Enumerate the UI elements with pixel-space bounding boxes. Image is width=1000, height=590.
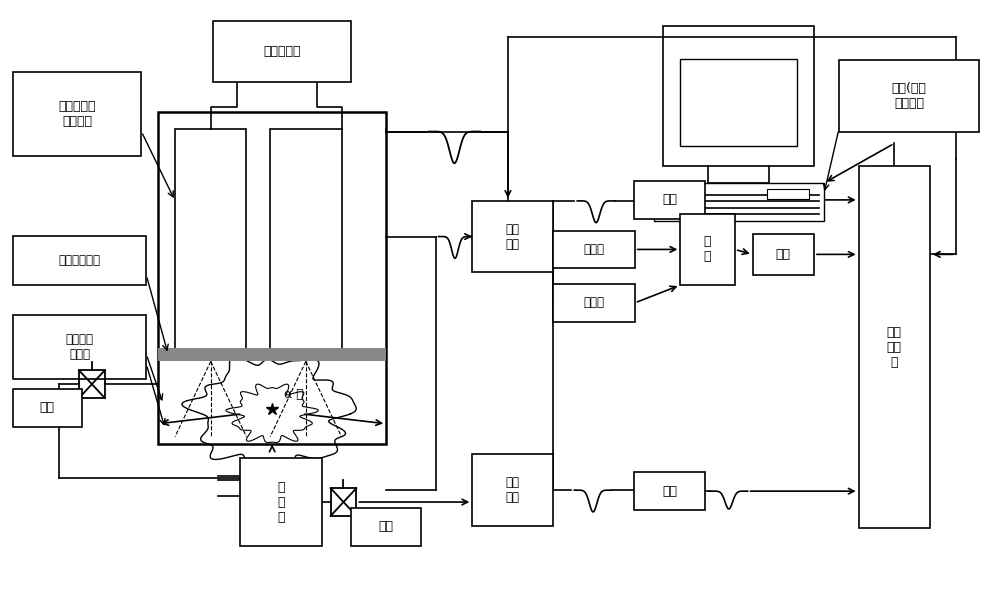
FancyBboxPatch shape [680,214,735,285]
FancyBboxPatch shape [634,473,705,510]
FancyBboxPatch shape [270,129,342,352]
FancyBboxPatch shape [634,181,705,219]
Text: 符
合: 符 合 [704,235,711,263]
FancyBboxPatch shape [753,234,814,275]
FancyBboxPatch shape [213,21,351,82]
FancyBboxPatch shape [472,454,553,526]
FancyBboxPatch shape [472,201,553,272]
FancyBboxPatch shape [553,231,635,268]
Text: 抽
气
泵: 抽 气 泵 [277,480,285,523]
FancyBboxPatch shape [13,72,141,156]
Text: 触发: 触发 [776,248,791,261]
FancyBboxPatch shape [351,508,421,546]
FancyBboxPatch shape [158,349,386,361]
Text: 紫外敏感光
由倍槽管: 紫外敏感光 由倍槽管 [58,100,96,128]
FancyBboxPatch shape [13,235,146,285]
FancyBboxPatch shape [654,183,824,221]
Text: 紫外通透玻璃: 紫外通透玻璃 [58,254,100,267]
Text: 电脑(含微
控制器）: 电脑(含微 控制器） [892,82,927,110]
FancyBboxPatch shape [663,25,814,166]
FancyBboxPatch shape [158,112,386,444]
Text: 扇入
扇出: 扇入 扇出 [506,222,520,251]
FancyBboxPatch shape [240,458,322,546]
Text: 延迟: 延迟 [662,194,677,206]
Text: 高电压模块: 高电压模块 [263,45,301,58]
FancyBboxPatch shape [767,189,809,199]
FancyBboxPatch shape [13,389,82,427]
FancyBboxPatch shape [839,60,979,132]
Text: 阀门: 阀门 [40,401,55,414]
Text: α 源: α 源 [284,388,304,401]
Text: 紫外反射
平面镜: 紫外反射 平面镜 [65,333,93,361]
Text: 延迟: 延迟 [662,484,677,497]
FancyBboxPatch shape [175,129,246,352]
Text: 甄别器: 甄别器 [584,243,605,256]
FancyBboxPatch shape [13,315,146,379]
Text: 多道
分析
器: 多道 分析 器 [887,326,902,369]
FancyBboxPatch shape [680,59,797,146]
FancyBboxPatch shape [859,166,930,528]
Text: 甄别器: 甄别器 [584,296,605,309]
Text: 扇入
扇出: 扇入 扇出 [506,476,520,504]
FancyBboxPatch shape [553,284,635,322]
Text: 阀门: 阀门 [379,520,394,533]
